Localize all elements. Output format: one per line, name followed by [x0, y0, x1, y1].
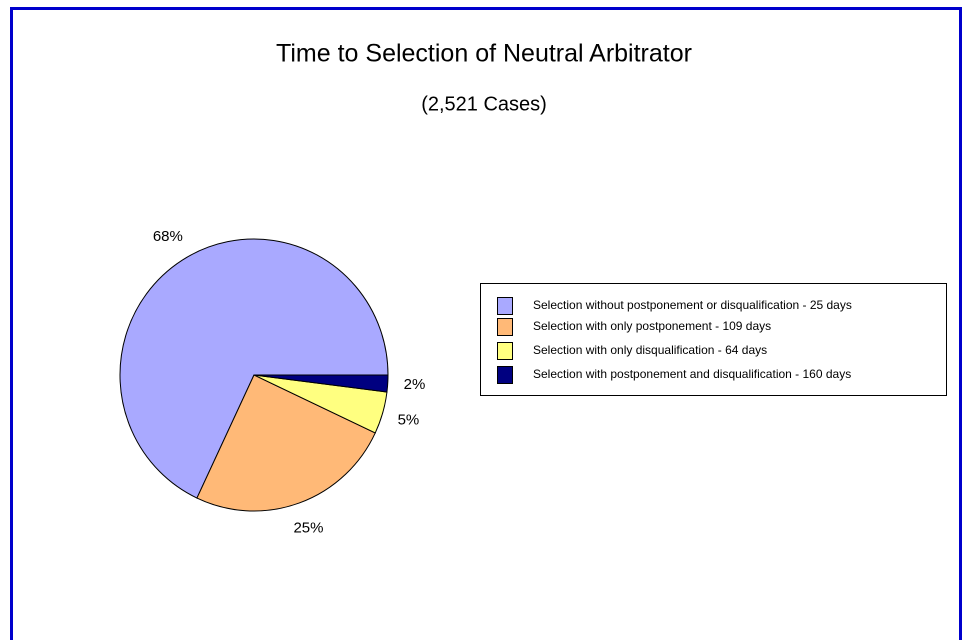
chart-title: Time to Selection of Neutral Arbitrator — [276, 40, 692, 68]
value-label: 2% — [404, 376, 426, 393]
legend-swatch — [497, 366, 513, 384]
pie-slice — [119, 238, 389, 499]
legend-swatch — [497, 342, 513, 360]
legend-swatch — [497, 297, 513, 315]
value-label: 25% — [293, 520, 323, 537]
legend-label: Selection without postponement or disqua… — [533, 298, 852, 312]
legend-swatch — [497, 318, 513, 336]
value-label: 5% — [398, 412, 420, 429]
legend-box — [480, 283, 947, 396]
legend-label: Selection with only disqualification - 6… — [533, 343, 767, 357]
pie-slice — [196, 374, 376, 512]
value-label: 68% — [153, 228, 183, 245]
pie-slice — [253, 374, 389, 393]
legend-label: Selection with only postponement - 109 d… — [533, 319, 771, 333]
chart-subtitle: (2,521 Cases) — [421, 93, 547, 115]
legend-label: Selection with postponement and disquali… — [533, 367, 851, 381]
